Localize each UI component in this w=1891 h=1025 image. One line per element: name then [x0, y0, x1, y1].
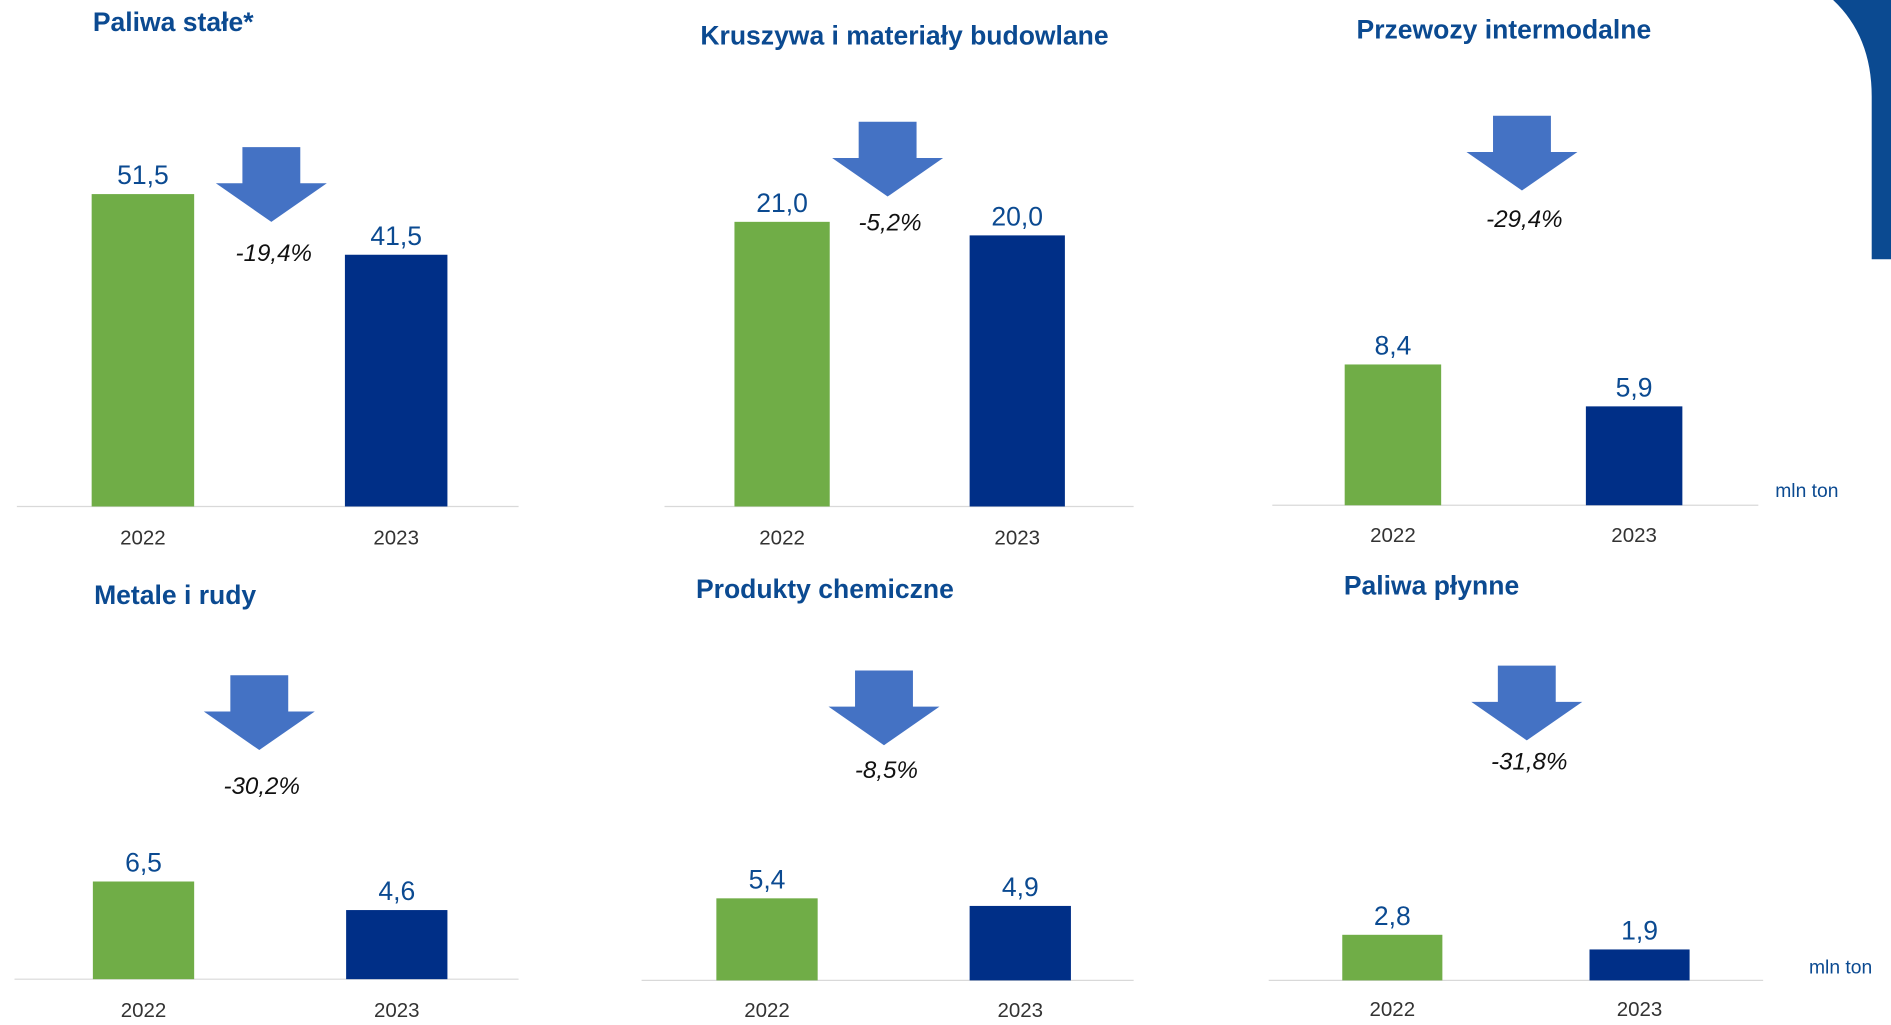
change-label: -19,4% [236, 240, 312, 267]
decrease-arrow [832, 121, 944, 197]
value-label: 5,9 [1616, 373, 1653, 403]
value-label: 21,0 [756, 188, 808, 218]
value-label: 51,5 [117, 160, 169, 190]
decrease-arrow [1466, 115, 1578, 191]
bar [1342, 934, 1443, 981]
bar [969, 235, 1065, 507]
bar [969, 905, 1071, 981]
x-tick-label: 2023 [374, 999, 420, 1022]
change-label: -29,4% [1486, 206, 1562, 233]
corner-decoration [1833, 0, 1891, 260]
decrease-arrow [1471, 665, 1583, 741]
x-tick-label: 2022 [121, 999, 167, 1022]
decrease-arrow [215, 147, 327, 222]
value-label: 8,4 [1374, 331, 1411, 361]
bar [1585, 406, 1683, 506]
bar [92, 881, 195, 980]
value-label: 20,0 [991, 202, 1043, 232]
bar [346, 910, 448, 980]
decrease-arrow [203, 675, 315, 751]
x-tick-label: 2022 [120, 526, 166, 549]
unit-label: mln ton [1809, 957, 1872, 978]
bar [716, 898, 818, 981]
value-label: 6,5 [125, 848, 162, 878]
bar [91, 194, 195, 507]
unit-label: mln ton [1775, 481, 1838, 502]
x-tick-label: 2023 [994, 526, 1040, 549]
chart-title: Przewozy intermodalne [1357, 14, 1652, 44]
value-label: 4,9 [1002, 872, 1039, 902]
chart-title: Kruszywa i materiały budowlane [700, 20, 1108, 50]
value-label: 2,8 [1374, 901, 1411, 931]
x-tick-label: 2022 [759, 526, 805, 549]
value-label: 4,6 [378, 876, 415, 906]
chart-title: Metale i rudy [94, 580, 256, 610]
x-tick-label: 2022 [1370, 998, 1416, 1021]
bar [1344, 364, 1442, 506]
bar [344, 254, 448, 507]
change-label: -5,2% [859, 210, 922, 237]
bar [1589, 949, 1690, 981]
chart-title: Paliwa stałe* [93, 7, 254, 37]
value-label: 41,5 [370, 221, 422, 251]
x-tick-label: 2023 [997, 999, 1043, 1022]
bar [734, 221, 830, 507]
chart-title: Paliwa płynne [1344, 570, 1519, 600]
decrease-arrow [828, 670, 940, 746]
x-tick-label: 2023 [373, 526, 419, 549]
x-tick-label: 2022 [744, 999, 790, 1022]
x-tick-label: 2023 [1611, 524, 1657, 547]
chart-title: Produkty chemiczne [696, 574, 954, 604]
value-label: 1,9 [1621, 916, 1658, 946]
change-label: -31,8% [1491, 749, 1567, 776]
x-tick-label: 2023 [1617, 998, 1663, 1021]
change-label: -8,5% [855, 757, 918, 784]
change-label: -30,2% [224, 773, 300, 800]
x-tick-label: 2022 [1370, 524, 1416, 547]
value-label: 5,4 [749, 864, 786, 894]
